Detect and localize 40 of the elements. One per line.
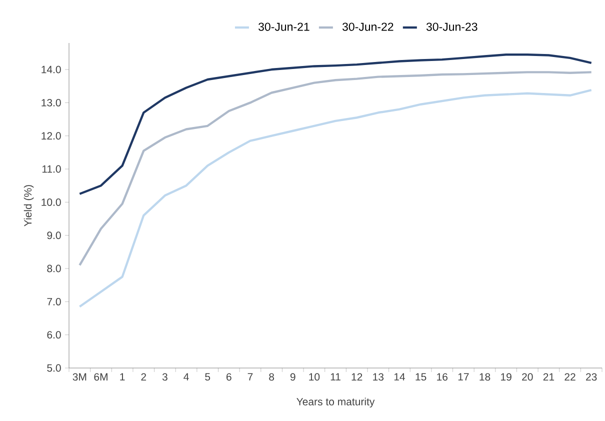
x-tick-label: 6 (226, 373, 232, 381)
x-tick-label: 23 (586, 373, 597, 381)
x-tick-label: 21 (543, 373, 554, 381)
y-tick-label: 10.0 (42, 198, 61, 206)
y-tick-label: 14.0 (42, 66, 61, 74)
x-tick-label: 9 (290, 373, 296, 381)
y-tick-label: 5.0 (47, 364, 61, 372)
x-tick-label: 13 (373, 373, 384, 381)
legend-label: 30-Jun-23 (426, 22, 478, 31)
x-tick-label: 16 (437, 373, 448, 381)
x-tick-label: 10 (309, 373, 320, 381)
x-tick-label: 22 (564, 373, 576, 381)
x-tick-label: 19 (501, 373, 512, 381)
x-tick-label: 20 (522, 373, 533, 381)
x-tick-label: 4 (184, 373, 189, 380)
x-tick-label: 6M (94, 373, 108, 381)
x-tick-label: 3 (162, 373, 168, 381)
x-tick-label: 7 (248, 373, 253, 380)
x-tick-label: 8 (269, 373, 274, 381)
x-tick-label: 18 (480, 373, 490, 381)
y-tick-label: 6.0 (47, 331, 61, 339)
x-tick-label: 3M (72, 373, 86, 381)
x-tick-label: 11 (330, 373, 340, 380)
x-tick-label: 12 (352, 373, 362, 381)
y-tick-label: 7.0 (47, 298, 61, 306)
x-tick-label: 2 (141, 373, 146, 381)
y-tick-label: 8.0 (47, 264, 61, 272)
y-tick-label: 13.0 (42, 98, 61, 106)
y-tick-label: 11.0 (42, 165, 61, 173)
x-tick-label: 17 (458, 373, 469, 380)
x-tick-label: 1 (120, 373, 125, 380)
y-axis-title: Yield (%) (24, 185, 34, 226)
legend-label: 30-Jun-22 (342, 22, 394, 31)
legend-label: 30-Jun-21 (258, 22, 310, 31)
x-tick-label: 15 (416, 373, 426, 381)
y-tick-label: 9.0 (47, 232, 61, 240)
x-axis-title: Years to maturity (296, 398, 375, 408)
x-tick-label: 5 (205, 373, 210, 381)
y-tick-label: 12.0 (42, 132, 61, 140)
x-tick-label: 14 (394, 373, 405, 380)
